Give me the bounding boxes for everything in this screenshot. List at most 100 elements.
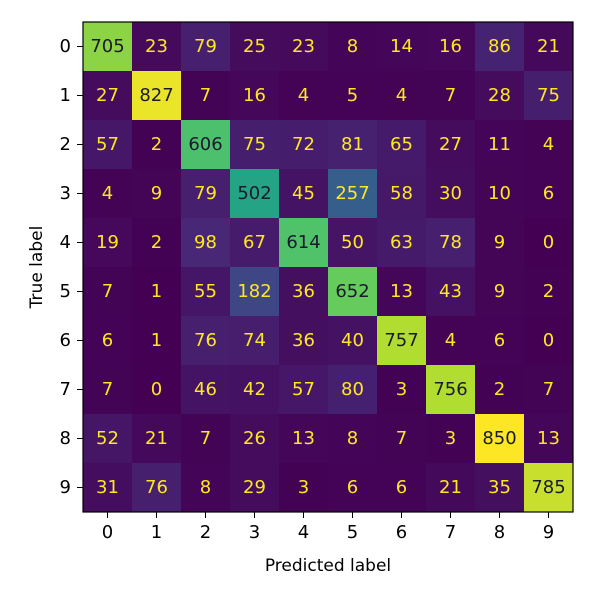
- heatmap-cell-value: 0: [543, 232, 554, 253]
- heatmap-cell: [132, 71, 182, 121]
- heatmap-cell-value: 57: [292, 379, 315, 400]
- heatmap-cell: [328, 71, 378, 121]
- heatmap-cell: [377, 218, 427, 268]
- y-tick-label: 6: [60, 330, 71, 351]
- heatmap-cell: [475, 414, 525, 464]
- heatmap-cell: [328, 22, 378, 72]
- heatmap-cell: [279, 71, 329, 121]
- y-tick-label: 1: [60, 85, 71, 106]
- heatmap-cell: [377, 316, 427, 366]
- heatmap-cell-value: 1: [151, 330, 162, 351]
- heatmap-cell: [83, 218, 133, 268]
- heatmap-cell-value: 11: [488, 134, 511, 155]
- heatmap-cell: [83, 463, 133, 513]
- heatmap-cell-value: 26: [243, 428, 266, 449]
- heatmap-cell: [230, 218, 280, 268]
- heatmap-cell: [230, 365, 280, 415]
- heatmap-cell-value: 65: [390, 134, 413, 155]
- heatmap-cell-value: 13: [390, 281, 413, 302]
- heatmap-cell: [377, 169, 427, 219]
- heatmap-cell-value: 31: [96, 477, 119, 498]
- heatmap-cell: [328, 169, 378, 219]
- y-tick-label: 0: [60, 36, 71, 57]
- heatmap-cell: [132, 218, 182, 268]
- heatmap-cell-value: 7: [102, 281, 113, 302]
- heatmap-cell-value: 63: [390, 232, 413, 253]
- y-tick-label: 2: [60, 134, 71, 155]
- heatmap-cell: [426, 463, 476, 513]
- y-tick-label: 7: [60, 379, 71, 400]
- heatmap-cell-value: 850: [482, 428, 516, 449]
- heatmap-cell: [279, 463, 329, 513]
- heatmap-cell: [475, 463, 525, 513]
- heatmap-cell-value: 3: [445, 428, 456, 449]
- heatmap-cell: [279, 120, 329, 170]
- heatmap-cell-value: 57: [96, 134, 119, 155]
- heatmap-cell-value: 23: [292, 36, 315, 57]
- x-tick-label: 3: [249, 522, 260, 543]
- heatmap-cell-value: 756: [433, 379, 467, 400]
- heatmap-cell-value: 13: [537, 428, 560, 449]
- x-tick-label: 7: [445, 522, 456, 543]
- heatmap-cell: [83, 120, 133, 170]
- heatmap-cell: [181, 414, 231, 464]
- heatmap-cell-value: 8: [347, 428, 358, 449]
- heatmap-cell-value: 58: [390, 183, 413, 204]
- heatmap-cell-value: 3: [396, 379, 407, 400]
- heatmap-cell-value: 40: [341, 330, 364, 351]
- heatmap-cell: [475, 71, 525, 121]
- heatmap-cell-value: 72: [292, 134, 315, 155]
- heatmap-cell-value: 13: [292, 428, 315, 449]
- heatmap-cell-value: 16: [243, 85, 266, 106]
- heatmap-cell: [524, 365, 574, 415]
- heatmap-cell: [181, 316, 231, 366]
- heatmap-cell: [230, 316, 280, 366]
- heatmap-cell-value: 28: [488, 85, 511, 106]
- y-axis-ticks: 0 1 2 3 4 5 6 7 8 9: [60, 36, 83, 498]
- heatmap-cell-value: 4: [396, 85, 407, 106]
- heatmap-cell-value: 52: [96, 428, 119, 449]
- heatmap-cell-value: 5: [347, 85, 358, 106]
- heatmap-cell-value: 6: [543, 183, 554, 204]
- heatmap-cell: [132, 22, 182, 72]
- y-tick-label: 5: [60, 281, 71, 302]
- heatmap-cell: [524, 316, 574, 366]
- heatmap-cell-value: 4: [102, 183, 113, 204]
- x-tick-label: 1: [151, 522, 162, 543]
- heatmap-cell: [181, 120, 231, 170]
- heatmap-cell: [83, 414, 133, 464]
- heatmap-cell-value: 7: [396, 428, 407, 449]
- heatmap-cell-value: 42: [243, 379, 266, 400]
- heatmap-cell-value: 75: [537, 85, 560, 106]
- heatmap-cell: [279, 267, 329, 317]
- heatmap-cell-value: 502: [237, 183, 271, 204]
- x-tick-label: 2: [200, 522, 211, 543]
- heatmap-cell: [475, 22, 525, 72]
- heatmap-cell: [524, 463, 574, 513]
- heatmap-cell: [524, 22, 574, 72]
- heatmap-cell: [328, 463, 378, 513]
- heatmap-cell-value: 36: [292, 281, 315, 302]
- heatmap-cell-value: 2: [151, 232, 162, 253]
- heatmap-cell: [426, 169, 476, 219]
- heatmap-cell: [426, 267, 476, 317]
- heatmap-cell: [524, 218, 574, 268]
- heatmap-cell: [475, 267, 525, 317]
- heatmap-cell: [475, 169, 525, 219]
- heatmap-cell: [328, 218, 378, 268]
- heatmap-cell-value: 46: [194, 379, 217, 400]
- heatmap-cell-value: 35: [488, 477, 511, 498]
- y-tick-label: 4: [60, 232, 71, 253]
- heatmap-cell-value: 652: [335, 281, 369, 302]
- heatmap-cell-value: 4: [445, 330, 456, 351]
- heatmap-cell-value: 25: [243, 36, 266, 57]
- x-tick-label: 8: [494, 522, 505, 543]
- heatmap-cell: [181, 22, 231, 72]
- y-tick-label: 9: [60, 477, 71, 498]
- heatmap-cell-value: 705: [90, 36, 124, 57]
- heatmap-cell: [377, 71, 427, 121]
- heatmap-cell-value: 29: [243, 477, 266, 498]
- heatmap-cell-value: 7: [102, 379, 113, 400]
